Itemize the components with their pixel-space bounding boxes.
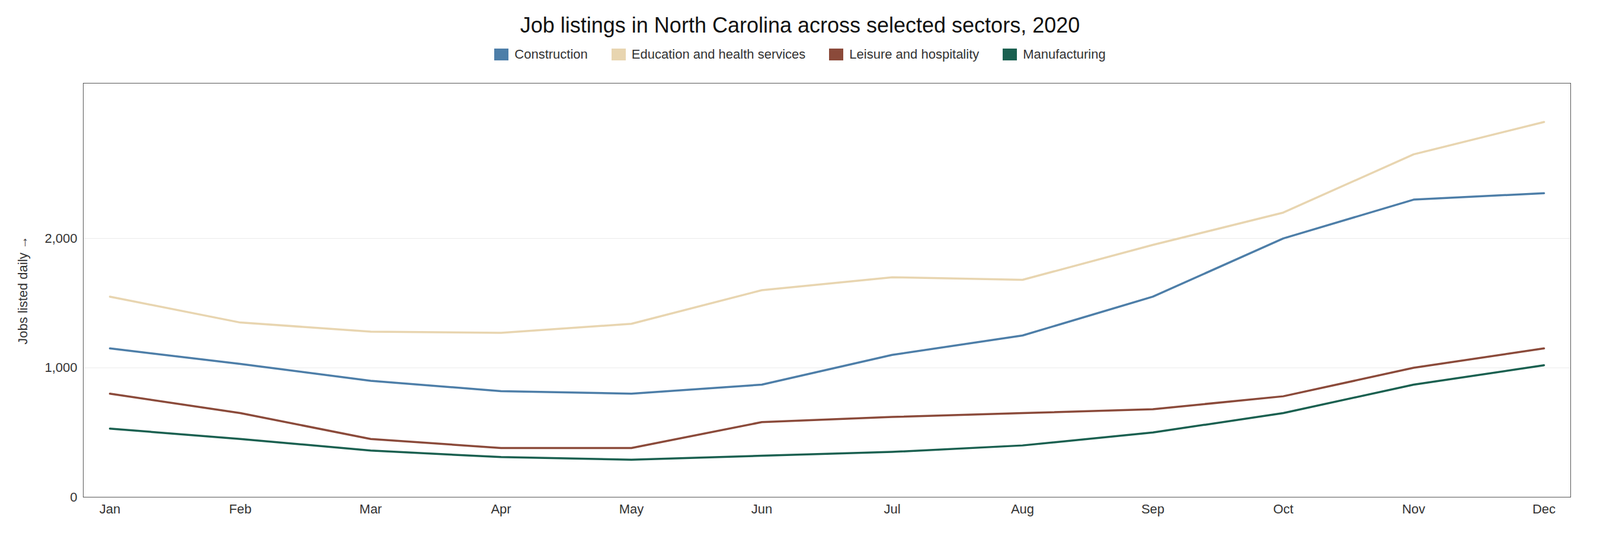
html-text:Manufacturing: Manufacturing <box>1022 46 1106 62</box>
html-text:Leisure and hospitality: Leisure and hospitality <box>849 46 980 62</box>
svg-text:Dec: Dec <box>1532 501 1556 517</box>
html-text:Construction: Construction <box>514 46 588 62</box>
svg-text:Apr: Apr <box>490 501 511 517</box>
svg-text:Oct: Oct <box>1272 501 1294 517</box>
svg-text:Jan: Jan <box>99 501 121 517</box>
svg-text:May: May <box>619 501 645 517</box>
svg-text:Jul: Jul <box>883 501 901 517</box>
svg-text:Aug: Aug <box>1010 501 1035 517</box>
svg-text:Feb: Feb <box>229 501 252 517</box>
svg-text:Mar: Mar <box>359 501 383 517</box>
html-text:Education and health services: Education and health services <box>631 46 806 62</box>
svg-text:Jun: Jun <box>751 501 773 517</box>
svg-text:Jobs listed daily →: Jobs listed daily → <box>15 235 31 345</box>
svg-text:Nov: Nov <box>1402 501 1426 517</box>
svg-text:Sep: Sep <box>1141 501 1165 517</box>
svg-text:0: 0 <box>69 490 78 505</box>
svg-text:2,000: 2,000 <box>44 231 78 246</box>
svg-text:1,000: 1,000 <box>44 360 78 376</box>
html-text:Job listings in North Carolina: Job listings in North Carolina across se… <box>520 13 1080 38</box>
